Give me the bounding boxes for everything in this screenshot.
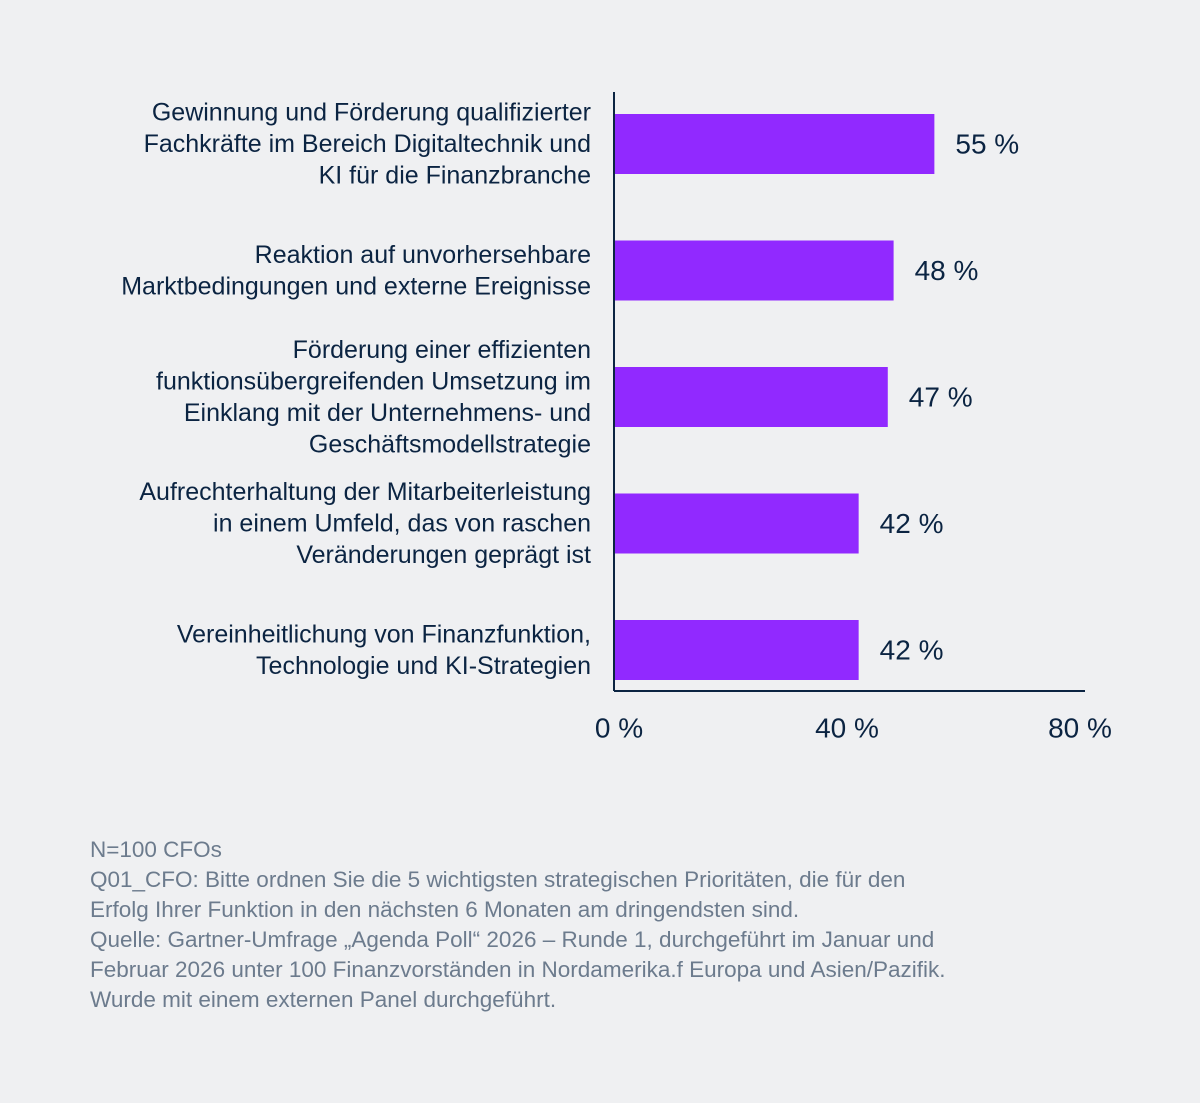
value-label-5: 42 % xyxy=(880,635,944,666)
bar-chart: Gewinnung und Förderung qualifizierter Fa… xyxy=(121,92,1112,744)
category-label-1-line-2: Fachkräfte im Bereich Digitaltechnik und xyxy=(144,130,591,158)
category-labels-group: Gewinnung und Förderung qualifizierter Fa… xyxy=(121,99,591,680)
value-label-4: 42 % xyxy=(880,508,944,539)
bars-group xyxy=(614,114,935,680)
footnote-sample-size: N=100 CFOs xyxy=(90,837,222,862)
footnote-source-line-3: Wurde mit einem externen Panel durchgefü… xyxy=(90,987,557,1012)
category-label-5: Vereinheitlichung von Finanzfunktion, Tec… xyxy=(177,620,591,680)
bar-2 xyxy=(614,240,894,301)
value-label-1: 55 % xyxy=(955,129,1019,160)
category-label-1-line-1: Gewinnung und Förderung qualifizierter xyxy=(152,99,591,127)
footnote-question-line-2: Erfolg Ihrer Funktion in den nächsten 6 … xyxy=(90,897,800,922)
footnote-question-line-1: Q01_CFO: Bitte ordnen Sie die 5 wichtigs… xyxy=(90,867,906,892)
category-label-3-line-4: Geschäftsmodellstrategie xyxy=(309,430,591,458)
category-label-5-line-2: Technologie und KI-Strategien xyxy=(256,652,591,680)
x-tick-labels-group: 0 % 40 % 80 % xyxy=(595,713,1112,744)
bar-3 xyxy=(614,367,888,427)
category-label-4-line-3: Veränderungen geprägt ist xyxy=(296,541,591,569)
bar-5 xyxy=(614,620,859,680)
category-label-1: Gewinnung und Förderung qualifizierter Fa… xyxy=(144,99,591,190)
bar-1 xyxy=(614,114,935,174)
category-label-4-line-1: Aufrechterhaltung der Mitarbeiterleistun… xyxy=(139,478,591,506)
value-label-3: 47 % xyxy=(909,382,973,413)
footnote: N=100 CFOs Q01_CFO: Bitte ordnen Sie die… xyxy=(90,835,1120,1015)
value-label-2: 48 % xyxy=(915,255,979,286)
category-label-5-line-1: Vereinheitlichung von Finanzfunktion, xyxy=(177,620,591,648)
category-label-4: Aufrechterhaltung der Mitarbeiterleistun… xyxy=(139,478,591,569)
footnote-source-line-2: Februar 2026 unter 100 Finanzvorständen … xyxy=(90,957,946,982)
category-label-2-line-2: Marktbedingungen und externe Ereignisse xyxy=(121,272,591,300)
category-label-2-line-1: Reaktion auf unvorhersehbare xyxy=(255,241,591,269)
category-label-3-line-2: funktionsübergreifenden Umsetzung im xyxy=(156,367,591,395)
category-label-3-line-3: Einklang mit der Unternehmens- und xyxy=(184,399,591,427)
category-label-4-line-2: in einem Umfeld, das von raschen xyxy=(213,510,591,538)
category-label-3: Förderung einer effizienten funktionsüber… xyxy=(156,336,591,459)
footnote-source-line-1: Quelle: Gartner-Umfrage „Agenda Poll“ 20… xyxy=(90,927,935,952)
value-labels-group: 55 % 48 % 47 % 42 % 42 % xyxy=(880,129,1020,666)
x-tick-label-3: 80 % xyxy=(1048,713,1112,744)
category-label-1-line-3: KI für die Finanzbranche xyxy=(319,162,591,190)
bar-4 xyxy=(614,493,859,554)
category-label-3-line-1: Förderung einer effizienten xyxy=(293,336,591,364)
x-tick-label-2: 40 % xyxy=(815,713,879,744)
category-label-2: Reaktion auf unvorhersehbare Marktbedingu… xyxy=(121,241,591,301)
x-tick-label-1: 0 % xyxy=(595,713,643,744)
